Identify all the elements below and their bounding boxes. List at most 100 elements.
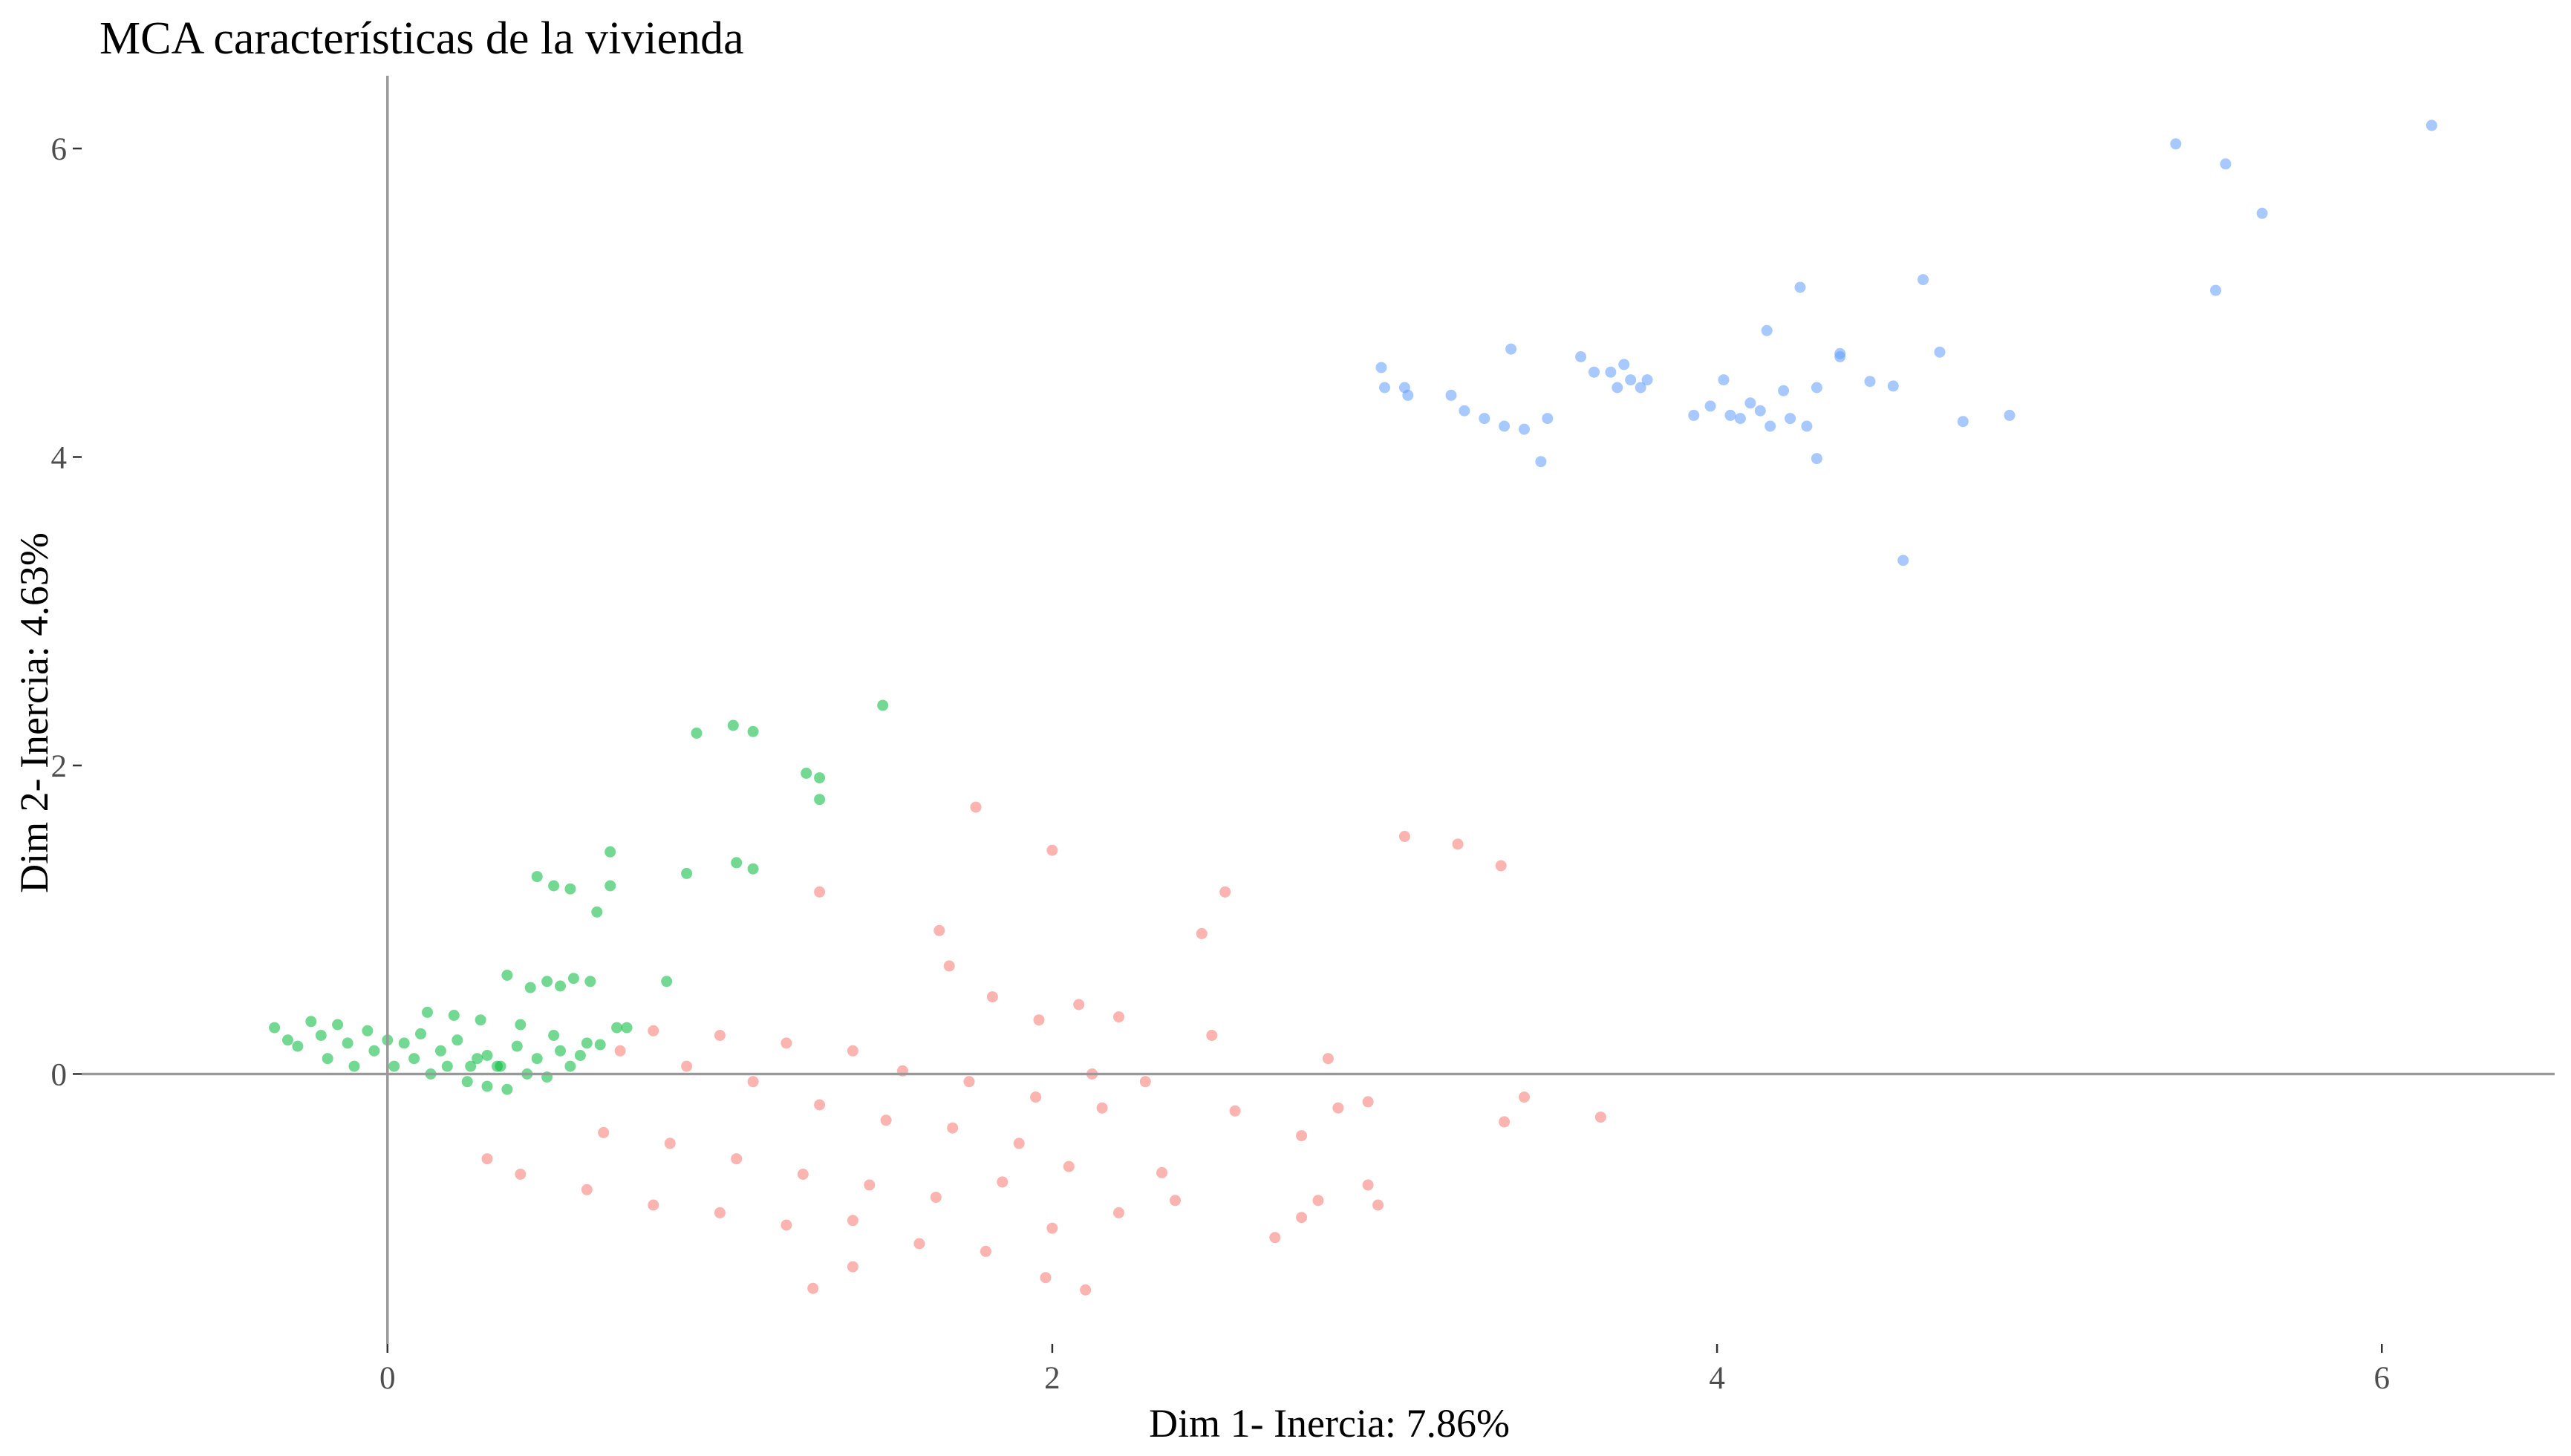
data-point bbox=[1724, 409, 1736, 421]
data-point bbox=[847, 1045, 858, 1057]
data-point bbox=[292, 1040, 304, 1052]
data-point bbox=[714, 1207, 726, 1218]
data-point bbox=[847, 1261, 858, 1273]
data-point bbox=[1635, 382, 1646, 394]
data-point bbox=[555, 980, 566, 992]
data-point bbox=[797, 1169, 809, 1180]
data-point bbox=[282, 1034, 293, 1046]
data-point bbox=[605, 880, 616, 892]
data-point bbox=[1139, 1076, 1151, 1088]
x-tick-label: 0 bbox=[379, 1361, 396, 1396]
data-point bbox=[548, 880, 560, 892]
data-point bbox=[1734, 413, 1746, 425]
data-point bbox=[1499, 420, 1511, 432]
data-point bbox=[1229, 1105, 1241, 1117]
data-point bbox=[1778, 385, 1790, 396]
x-axis-title: Dim 1- Inercia: 7.86% bbox=[1149, 1401, 1510, 1446]
data-point bbox=[1811, 453, 1822, 465]
y-axis-title: Dim 2- Inercia: 4.63% bbox=[12, 532, 56, 893]
data-point bbox=[574, 1050, 586, 1061]
data-point bbox=[1459, 405, 1470, 417]
y-tick-label: 4 bbox=[51, 441, 68, 476]
data-point bbox=[472, 1053, 483, 1065]
data-point bbox=[1764, 420, 1776, 432]
data-point bbox=[2425, 120, 2437, 131]
data-point bbox=[864, 1179, 876, 1191]
data-point bbox=[781, 1219, 792, 1231]
data-point bbox=[970, 801, 982, 813]
data-point bbox=[368, 1045, 380, 1057]
data-point bbox=[1332, 1102, 1344, 1114]
data-point bbox=[322, 1053, 333, 1065]
data-point bbox=[1612, 382, 1623, 394]
data-point bbox=[1917, 274, 1929, 286]
data-point bbox=[1170, 1195, 1181, 1207]
data-point bbox=[814, 886, 826, 898]
points-layer bbox=[269, 120, 2437, 1296]
data-point bbox=[501, 970, 513, 981]
data-point bbox=[1296, 1130, 1308, 1142]
data-point bbox=[1718, 374, 1730, 386]
y-tick-label: 2 bbox=[51, 749, 68, 784]
data-point bbox=[567, 973, 579, 985]
data-point bbox=[801, 767, 812, 779]
data-point bbox=[1362, 1096, 1374, 1108]
data-point bbox=[1296, 1212, 1308, 1224]
data-point bbox=[315, 1030, 327, 1041]
data-point bbox=[332, 1019, 344, 1031]
data-point bbox=[564, 1060, 576, 1072]
data-point bbox=[492, 1060, 503, 1072]
axes-layer: 0 2 4 6 0 2 4 6 bbox=[51, 76, 2555, 1396]
x-tick-label: 2 bbox=[1044, 1361, 1060, 1396]
data-point bbox=[1269, 1232, 1281, 1244]
data-point bbox=[1641, 374, 1653, 386]
data-point bbox=[1744, 397, 1756, 409]
data-point bbox=[1312, 1195, 1324, 1207]
data-point bbox=[963, 1076, 975, 1088]
data-point bbox=[598, 1126, 610, 1138]
data-point bbox=[1618, 359, 1630, 370]
data-point bbox=[1495, 860, 1507, 872]
data-point bbox=[564, 883, 576, 895]
data-point bbox=[398, 1037, 410, 1049]
data-point bbox=[524, 982, 536, 993]
data-point bbox=[1519, 1091, 1530, 1103]
data-point bbox=[664, 1137, 676, 1149]
data-point bbox=[408, 1053, 420, 1065]
data-point bbox=[661, 976, 673, 987]
data-point bbox=[1375, 362, 1387, 373]
data-point bbox=[1897, 555, 1909, 567]
data-point bbox=[1594, 1111, 1606, 1123]
data-point bbox=[731, 857, 743, 869]
data-point bbox=[481, 1080, 493, 1092]
data-point bbox=[441, 1060, 453, 1072]
data-point bbox=[2256, 207, 2268, 219]
data-point bbox=[465, 1060, 477, 1072]
data-point bbox=[681, 867, 693, 879]
y-tick-label: 0 bbox=[51, 1057, 68, 1092]
series-group bbox=[269, 699, 889, 1095]
data-point bbox=[986, 991, 998, 1003]
data-point bbox=[1113, 1011, 1124, 1023]
x-tick-label: 6 bbox=[2374, 1361, 2391, 1396]
data-point bbox=[1196, 927, 1208, 939]
data-point bbox=[1322, 1053, 1334, 1065]
data-point bbox=[269, 1022, 281, 1034]
data-point bbox=[1030, 1091, 1042, 1103]
series-group bbox=[481, 801, 1606, 1296]
data-point bbox=[511, 1040, 523, 1052]
data-point bbox=[1887, 380, 1899, 392]
data-point bbox=[481, 1153, 493, 1165]
data-point bbox=[1785, 413, 1796, 425]
data-point bbox=[1794, 281, 1806, 293]
data-point bbox=[348, 1060, 360, 1072]
data-point bbox=[1535, 456, 1547, 468]
data-point bbox=[611, 1022, 623, 1034]
data-point bbox=[1625, 374, 1637, 386]
data-point bbox=[727, 719, 739, 731]
data-point bbox=[531, 871, 543, 883]
data-point bbox=[1588, 366, 1600, 378]
data-point bbox=[1063, 1160, 1075, 1172]
